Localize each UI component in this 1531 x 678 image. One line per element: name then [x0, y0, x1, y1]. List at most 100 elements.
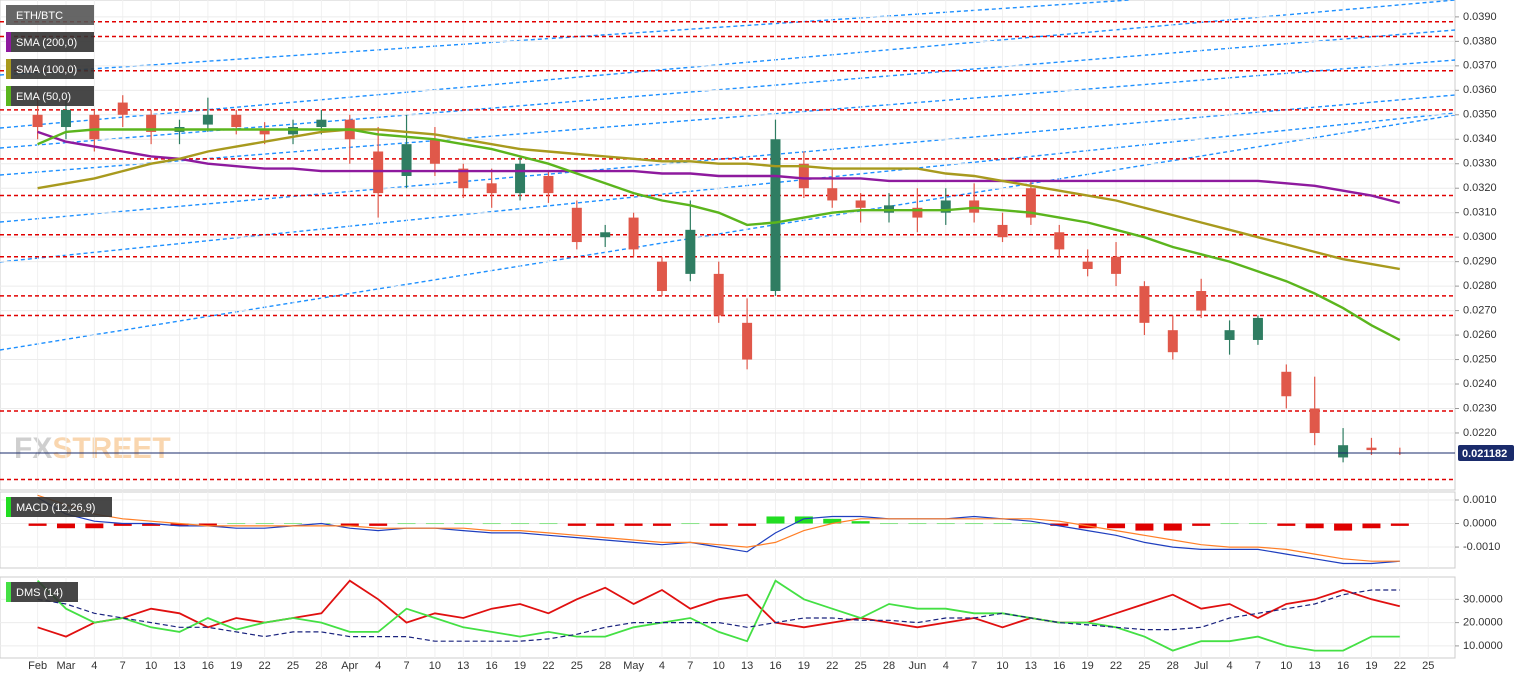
- x-tick-label: 13: [1025, 660, 1037, 672]
- x-tick-label: Jul: [1194, 660, 1208, 672]
- candle-body: [912, 207, 923, 218]
- candle-body: [628, 217, 639, 250]
- candle-body: [742, 322, 753, 360]
- candle-body: [1025, 188, 1036, 218]
- candle-body: [429, 139, 440, 164]
- x-tick-label: 4: [375, 660, 381, 672]
- x-tick-label: 7: [687, 660, 693, 672]
- watermark-fx: FX: [14, 432, 52, 465]
- y-tick-label: 0.0270: [1463, 305, 1497, 317]
- y-tick-label: 0.0250: [1463, 353, 1497, 365]
- y-tick-label: 0.0290: [1463, 256, 1497, 268]
- panel-label-box: [6, 582, 78, 602]
- candle-body: [600, 232, 611, 238]
- histogram-bar: [709, 523, 728, 526]
- x-tick-label: 10: [996, 660, 1008, 672]
- histogram-bar: [227, 523, 246, 525]
- candle-body: [117, 102, 128, 115]
- y-tick-label: 0.0350: [1463, 109, 1497, 121]
- x-tick-label: 10: [713, 660, 725, 672]
- macd-line: [37, 494, 1400, 562]
- x-tick-label: 7: [403, 660, 409, 672]
- x-tick-label: Apr: [341, 660, 358, 672]
- x-tick-label: 19: [1082, 660, 1094, 672]
- x-tick-label: 7: [120, 660, 126, 672]
- y-tick-label: 0.0010: [1463, 494, 1497, 506]
- candle-body: [940, 200, 951, 213]
- moving-average: [37, 128, 1401, 271]
- candle-body: [543, 175, 554, 194]
- histogram-bar: [170, 523, 189, 526]
- candle-body: [231, 114, 242, 128]
- histogram-bar: [85, 523, 104, 529]
- candle-body: [1252, 317, 1263, 340]
- y-tick-label: 0.0220: [1463, 427, 1497, 439]
- histogram-bar: [993, 523, 1012, 525]
- x-tick-label: 16: [769, 660, 781, 672]
- histogram-bar: [624, 523, 643, 526]
- last-price-label: 0.021182: [1462, 448, 1507, 460]
- histogram-bar: [1192, 523, 1211, 526]
- histogram-bar: [511, 523, 530, 525]
- y-tick-label: 0.0360: [1463, 84, 1497, 96]
- trend-line: [0, 29, 1456, 149]
- histogram-bar: [794, 516, 813, 524]
- trend-line: [0, 0, 1456, 129]
- x-tick-label: May: [623, 660, 644, 672]
- dms-line: [36, 579, 1400, 652]
- candle-body: [1054, 232, 1065, 250]
- candle-body: [486, 183, 497, 194]
- x-tick-label: 28: [883, 660, 895, 672]
- x-tick-label: 4: [659, 660, 665, 672]
- candle-body: [202, 114, 213, 125]
- legend-label: SMA (200,0): [16, 37, 77, 49]
- x-tick-label: 13: [457, 660, 469, 672]
- candle-body: [1224, 330, 1235, 340]
- candle-body: [458, 168, 469, 189]
- candle-body: [401, 144, 412, 176]
- panel-label: DMS (14): [16, 587, 63, 599]
- panel-label: MACD (12,26,9): [16, 502, 95, 514]
- histogram-bar: [56, 523, 75, 529]
- candle-body: [373, 151, 384, 194]
- x-tick-label: 19: [230, 660, 242, 672]
- histogram-bar: [369, 523, 388, 526]
- moving-average: [37, 130, 1401, 205]
- histogram-bar: [539, 523, 558, 525]
- histogram-bar: [908, 523, 927, 525]
- histogram-bar: [1050, 523, 1069, 526]
- histogram-bar: [596, 523, 615, 526]
- candle-body: [1167, 330, 1178, 353]
- y-tick-label: 0.0310: [1463, 207, 1497, 219]
- x-tick-label: 25: [1422, 660, 1434, 672]
- x-tick-label: 10: [145, 660, 157, 672]
- x-tick-label: 28: [315, 660, 327, 672]
- y-tick-label: 0.0260: [1463, 329, 1497, 341]
- histogram-bar: [340, 523, 359, 526]
- x-tick-label: 7: [971, 660, 977, 672]
- legend-swatch: [6, 582, 11, 602]
- panel-label-box: [6, 497, 112, 517]
- candle-body: [146, 114, 157, 132]
- candle-body: [1082, 261, 1093, 269]
- x-tick-label: 13: [173, 660, 185, 672]
- candle-body: [1309, 408, 1320, 433]
- y-tick-label: 0.0300: [1463, 231, 1497, 243]
- x-tick-label: 16: [1337, 660, 1349, 672]
- candle-body: [713, 273, 724, 316]
- histogram-bar: [142, 523, 161, 526]
- histogram-bar: [965, 523, 984, 525]
- legend-swatch: [6, 59, 11, 79]
- moving-average: [37, 128, 1401, 342]
- histogram-bar: [823, 518, 842, 524]
- resize-handle[interactable]: [718, 568, 736, 574]
- candle-body: [1366, 447, 1377, 451]
- dms-panel: [0, 576, 1456, 659]
- legend-swatch: [6, 5, 11, 25]
- legend-swatch: [6, 32, 11, 52]
- y-tick-label: 0.0330: [1463, 158, 1497, 170]
- macd-line: [37, 497, 1400, 565]
- x-tick-label: 16: [486, 660, 498, 672]
- candle-body: [1338, 445, 1349, 458]
- histogram-bar: [198, 523, 217, 526]
